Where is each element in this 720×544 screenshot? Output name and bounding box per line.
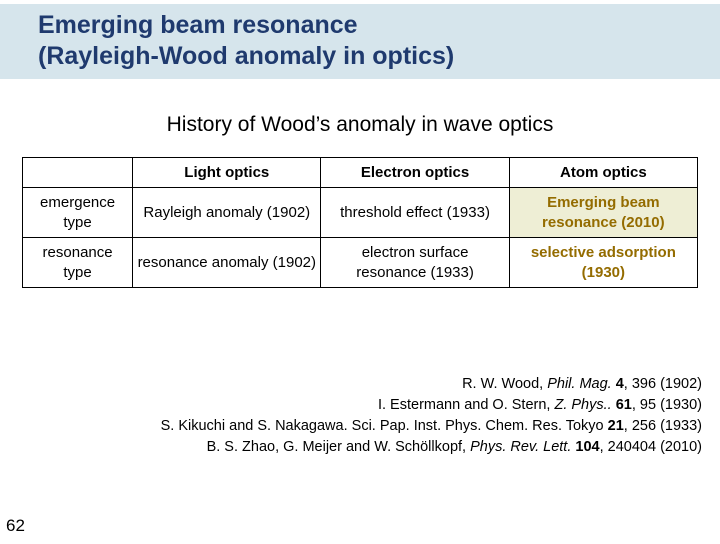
slide-title: Emerging beam resonance (Rayleigh-Wood a… [38, 10, 720, 73]
history-table: Light optics Electron optics Atom optics… [22, 157, 698, 289]
ref-text: , 95 (1930) [632, 397, 702, 413]
table-cell: electron surface resonance (1933) [321, 238, 509, 288]
table-row: resonance type resonance anomaly (1902) … [23, 238, 698, 288]
col-header: Electron optics [321, 157, 509, 188]
title-line2: (Rayleigh-Wood anomaly in optics) [38, 42, 454, 70]
ref-line: R. W. Wood, Phil. Mag. 4, 396 (1902) [161, 374, 702, 395]
col-header: Light optics [133, 157, 321, 188]
row-header: resonance type [23, 238, 133, 288]
ref-line: S. Kikuchi and S. Nakagawa. Sci. Pap. In… [161, 416, 702, 437]
table-header-row: Light optics Electron optics Atom optics [23, 157, 698, 188]
ref-journal: Phil. Mag. [547, 376, 616, 392]
ref-text: B. S. Zhao, G. Meijer and W. Schöllkopf, [207, 439, 471, 455]
table-cell: threshold effect (1933) [321, 188, 509, 238]
table-cell: Rayleigh anomaly (1902) [133, 188, 321, 238]
ref-text: S. Kikuchi and S. Nakagawa. Sci. Pap. In… [161, 418, 608, 434]
ref-vol: 21 [608, 418, 624, 434]
title-line1: Emerging beam resonance [38, 11, 358, 39]
ref-vol: 61 [616, 397, 632, 413]
table-cell-highlight: Emerging beam resonance (2010) [509, 188, 697, 238]
ref-text: , 240404 (2010) [600, 439, 702, 455]
title-band: Emerging beam resonance (Rayleigh-Wood a… [0, 4, 720, 79]
row-header: emergence type [23, 188, 133, 238]
table-cell: resonance anomaly (1902) [133, 238, 321, 288]
ref-journal: Z. Phys.. [554, 397, 615, 413]
table-cell-highlight-text: selective adsorption (1930) [509, 238, 697, 288]
ref-text: I. Estermann and O. Stern, [378, 397, 555, 413]
ref-vol: 4 [616, 376, 624, 392]
header-blank [23, 157, 133, 188]
ref-text: , 256 (1933) [624, 418, 702, 434]
col-header: Atom optics [509, 157, 697, 188]
subtitle: History of Wood’s anomaly in wave optics [0, 113, 720, 137]
ref-text: , 396 (1902) [624, 376, 702, 392]
ref-line: B. S. Zhao, G. Meijer and W. Schöllkopf,… [161, 437, 702, 458]
ref-text: R. W. Wood, [462, 376, 547, 392]
table-row: emergence type Rayleigh anomaly (1902) t… [23, 188, 698, 238]
ref-vol: 104 [575, 439, 599, 455]
ref-journal: Phys. Rev. Lett. [470, 439, 575, 455]
references: R. W. Wood, Phil. Mag. 4, 396 (1902) I. … [161, 374, 702, 458]
page-number: 62 [6, 516, 25, 536]
ref-line: I. Estermann and O. Stern, Z. Phys.. 61,… [161, 395, 702, 416]
